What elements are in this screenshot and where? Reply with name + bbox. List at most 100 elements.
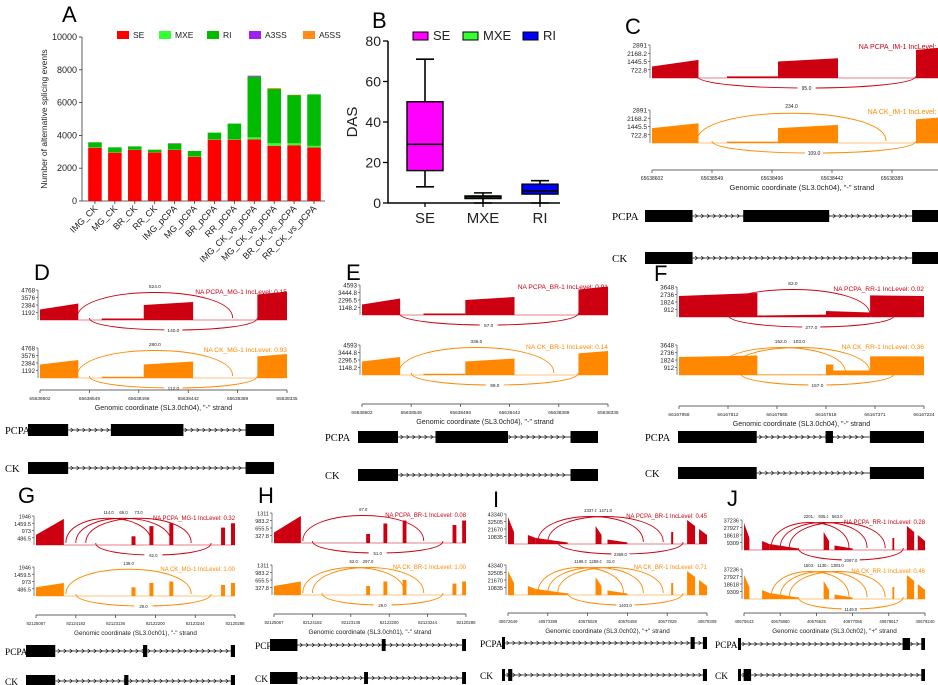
panel-label-h: H	[258, 483, 274, 508]
strand-arrow	[323, 675, 327, 681]
strand-arrow	[424, 472, 428, 478]
y-tick-label-a: 6000	[57, 98, 77, 108]
strand-arrow	[395, 675, 399, 681]
genomic-axis-title: Genomic coordinate (SL3.0ch04), "-" stra…	[730, 183, 875, 192]
strand-arrow	[81, 648, 85, 654]
coverage-area	[40, 360, 79, 378]
strand-arrow	[371, 642, 375, 648]
strand-arrow	[177, 678, 181, 684]
isoform-label: PCPA	[5, 648, 28, 658]
exon-block	[678, 431, 757, 443]
strand-arrow	[602, 640, 606, 646]
strand-arrow	[219, 678, 223, 684]
strand-arrow	[201, 678, 205, 684]
strand-arrow	[124, 465, 128, 471]
junction-count-label: 277.0	[805, 325, 817, 331]
strand-arrow	[560, 672, 564, 678]
coverage-area	[423, 313, 466, 315]
track-inclevel-label: NA PCPA_MG-1 IncLevel: 0.15	[195, 289, 287, 296]
coverage-area	[149, 526, 154, 545]
strand-arrow	[698, 640, 702, 646]
strand-arrow	[856, 213, 861, 219]
strand-arrow	[335, 675, 339, 681]
exon-block	[921, 669, 925, 681]
junction-arc	[788, 571, 886, 598]
coverage-area	[699, 580, 707, 595]
strand-arrow	[904, 213, 909, 219]
junction-arc	[311, 567, 425, 594]
track-inclevel-label: NA CK_BR-1 IncLevel: 0.14	[526, 344, 608, 351]
track-y-tick-label: 327.8	[255, 534, 269, 540]
strand-arrow	[518, 640, 522, 646]
strand-arrow	[542, 672, 546, 678]
strand-arrow	[566, 640, 570, 646]
strand-arrow	[238, 465, 242, 471]
y-tick-label-a: 8000	[57, 65, 77, 75]
bar-ri-img_ck_vs_pcpa	[247, 76, 262, 138]
track-inclevel-label: NA CK_BR-1 IncLevel: 0.71	[634, 565, 708, 571]
coverage-area	[687, 520, 696, 544]
strand-arrow	[686, 640, 690, 646]
genomic-axis: 82125067 82124182 82123136 82122200 82123244…	[27, 614, 245, 637]
isoform-ck: CK	[5, 675, 235, 685]
genomic-axis-tick-label: 40677055	[843, 619, 863, 624]
junction-count-label: 109.0	[808, 151, 821, 157]
strand-arrow	[299, 642, 303, 648]
bar-se-rr_ck	[147, 152, 162, 201]
junction-count-label: 297.0	[363, 559, 374, 564]
strand-arrow	[165, 678, 169, 684]
coverage-area	[465, 297, 515, 315]
strand-arrow	[850, 672, 854, 678]
strand-arrow	[455, 675, 459, 681]
strand-arrow	[353, 675, 357, 681]
strand-arrow	[208, 427, 212, 433]
exon-block	[110, 424, 184, 436]
junction-label-bg	[841, 557, 860, 563]
strand-arrow	[530, 640, 534, 646]
coverage-area	[687, 571, 696, 595]
strand-arrow	[184, 465, 188, 471]
bar-se-img_pcpa	[167, 149, 182, 201]
junction-label-bg	[354, 506, 373, 512]
genomic-axis: 65638602 65638549 65638496 65638442 65638389…	[29, 389, 298, 412]
track-y-tick-label: 10835	[488, 586, 503, 592]
junction-arc	[779, 571, 868, 598]
junction-label-bg	[611, 551, 630, 557]
strand-arrow	[213, 648, 217, 654]
strand-arrow	[196, 465, 200, 471]
legend-label-b-ri: RI	[543, 28, 556, 43]
exon-block	[358, 431, 398, 443]
track-y-tick-label: 912	[664, 365, 675, 372]
exon-block	[570, 431, 598, 443]
bar-mxe-br_ck_vs_pcpa	[287, 143, 301, 146]
strand-arrow	[862, 213, 867, 219]
strand-arrow	[560, 640, 564, 646]
strand-arrow	[395, 642, 399, 648]
coverage-area	[671, 583, 674, 595]
coverage-area	[131, 536, 136, 545]
isoform-ck: CK	[325, 469, 598, 482]
junction-count-label: 524.0	[149, 284, 161, 290]
junction-label-bg	[783, 280, 802, 286]
strand-arrow	[777, 470, 781, 476]
strand-arrow	[874, 255, 879, 261]
strand-arrow	[826, 672, 830, 678]
strand-arrow	[656, 672, 660, 678]
strand-arrow	[117, 648, 121, 654]
strand-arrow	[765, 470, 769, 476]
strand-arrow	[554, 640, 558, 646]
strand-arrow	[329, 642, 333, 648]
exon-block	[245, 424, 275, 436]
track-y-tick-label: 32505	[488, 520, 503, 526]
bar-ri-mg_ck	[108, 147, 122, 153]
strand-arrow	[868, 641, 872, 647]
strand-arrow	[153, 678, 157, 684]
strand-arrow	[566, 672, 570, 678]
panel-label-j: J	[727, 486, 738, 511]
junction-count-label: 112.0	[168, 386, 180, 392]
track-y-tick-label: 1148.2	[339, 305, 358, 312]
track-y-tick-label: 983.2	[255, 571, 269, 577]
coverage-area	[607, 590, 628, 595]
coverage-area	[833, 370, 871, 375]
